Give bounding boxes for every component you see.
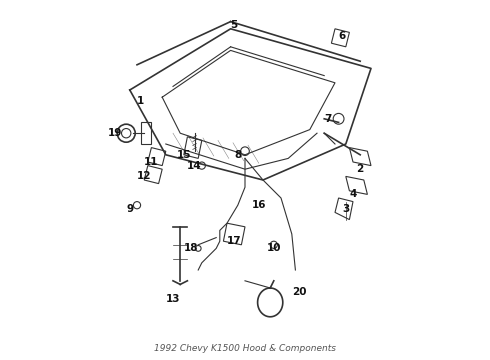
Text: 7: 7	[324, 114, 332, 124]
Polygon shape	[335, 198, 353, 220]
Text: 10: 10	[267, 243, 281, 253]
Text: 9: 9	[126, 204, 133, 214]
Text: 11: 11	[144, 157, 159, 167]
Text: 4: 4	[349, 189, 357, 199]
Polygon shape	[349, 148, 371, 166]
Text: 3: 3	[342, 204, 349, 214]
Circle shape	[196, 246, 201, 251]
Text: 5: 5	[231, 20, 238, 30]
Polygon shape	[331, 29, 349, 47]
Polygon shape	[223, 223, 245, 245]
Text: 6: 6	[339, 31, 346, 41]
Text: 1992 Chevy K1500 Hood & Components: 1992 Chevy K1500 Hood & Components	[154, 344, 336, 353]
Polygon shape	[184, 137, 202, 158]
Text: 13: 13	[166, 294, 180, 304]
Circle shape	[270, 241, 277, 248]
Text: 8: 8	[234, 150, 242, 160]
Text: 17: 17	[227, 236, 242, 246]
Text: 2: 2	[357, 164, 364, 174]
Polygon shape	[141, 122, 151, 144]
Text: 15: 15	[176, 150, 191, 160]
Polygon shape	[346, 176, 368, 194]
Text: 12: 12	[137, 171, 151, 181]
Circle shape	[333, 113, 344, 124]
Text: 20: 20	[292, 287, 306, 297]
Text: 19: 19	[108, 128, 122, 138]
Circle shape	[133, 202, 141, 209]
Text: 18: 18	[184, 243, 198, 253]
Text: 14: 14	[187, 161, 202, 171]
Polygon shape	[148, 148, 166, 166]
Text: 1: 1	[137, 96, 144, 106]
Polygon shape	[144, 166, 162, 184]
Text: 16: 16	[252, 200, 267, 210]
